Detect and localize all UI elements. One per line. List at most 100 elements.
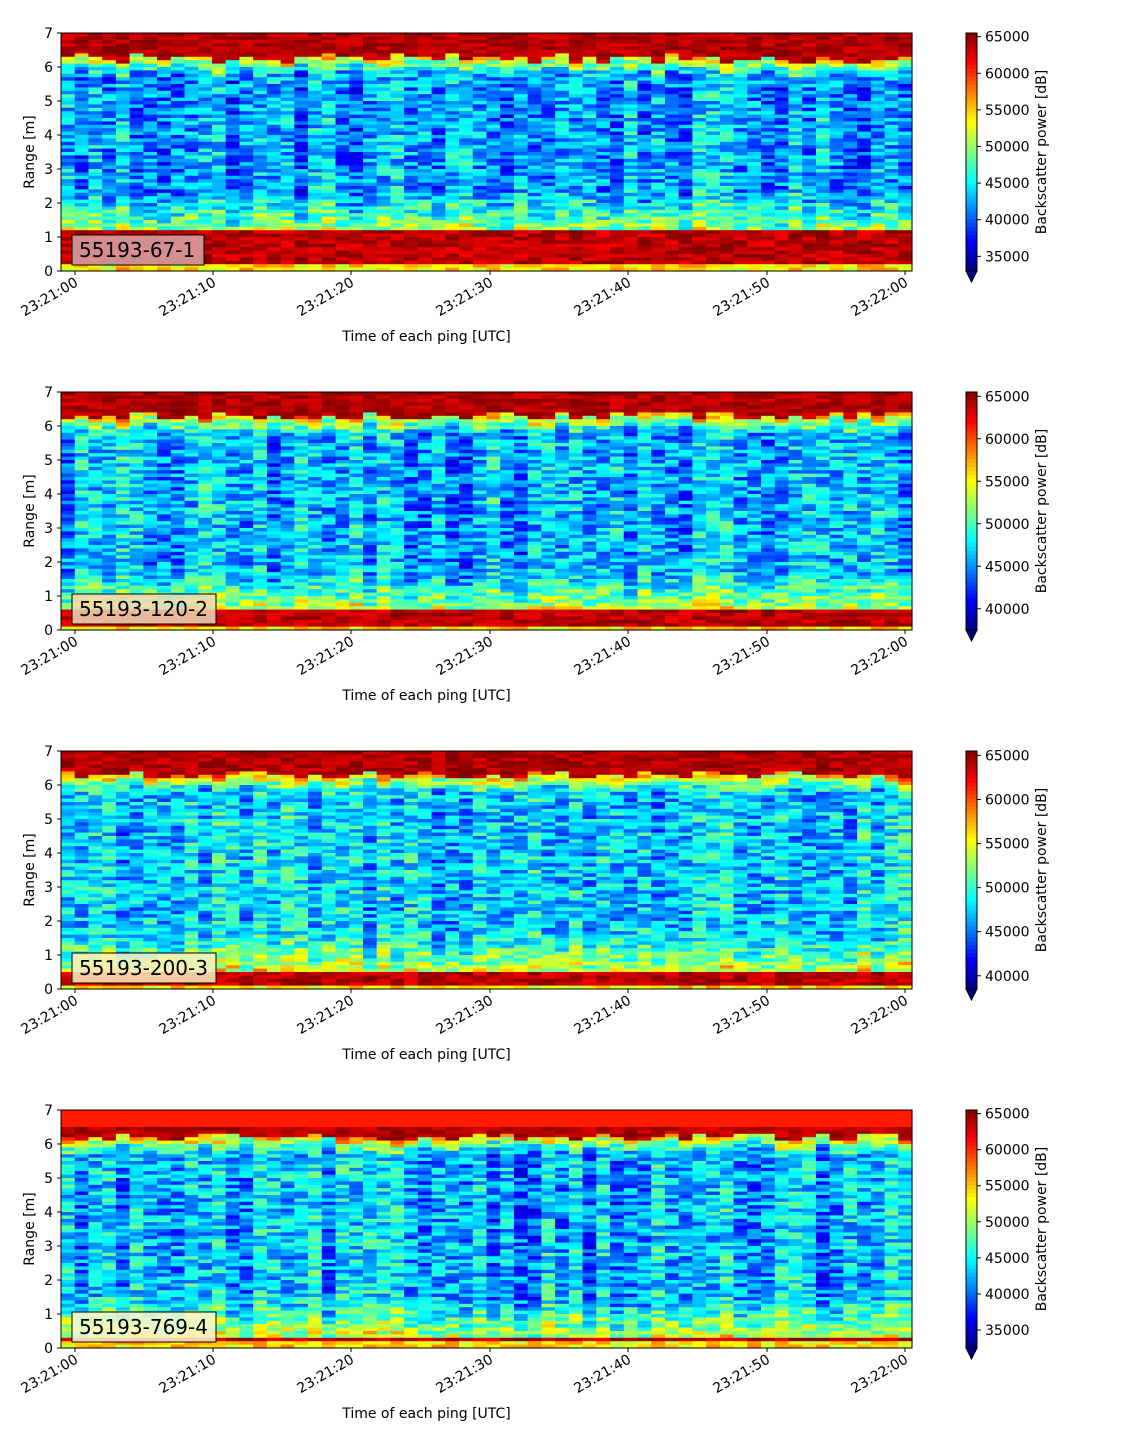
heatmap-cell [115, 230, 131, 235]
heatmap-cell [88, 33, 103, 37]
heatmap-cell [308, 264, 323, 269]
heatmap-cell [102, 39, 117, 44]
heatmap-cell [157, 145, 172, 150]
heatmap-cell [157, 87, 172, 92]
heatmap-cell [184, 118, 199, 122]
heatmap-cell [513, 135, 529, 139]
heatmap-cell [761, 145, 776, 150]
heatmap-cell [870, 179, 886, 184]
heatmap-cell [417, 70, 433, 75]
heatmap-cell [253, 118, 268, 122]
heatmap-cell [321, 260, 337, 265]
heatmap-cell [637, 237, 652, 241]
heatmap-cell [788, 158, 803, 163]
heatmap-cell [678, 77, 693, 82]
heatmap-cell [349, 131, 364, 136]
heatmap-cell [774, 250, 790, 255]
heatmap-cell [335, 84, 350, 88]
heatmap-cell [74, 534, 90, 539]
heatmap-cell [788, 70, 803, 75]
heatmap-cell [541, 33, 556, 37]
heatmap-cell [555, 39, 570, 44]
heatmap-cell [513, 152, 529, 156]
heatmap-cell [815, 152, 831, 156]
heatmap-cell [115, 534, 131, 539]
heatmap-cell [308, 203, 323, 207]
heatmap-cell [321, 209, 337, 214]
heatmap-cell [170, 203, 186, 207]
heatmap-cell [225, 237, 241, 241]
heatmap-cell [664, 73, 680, 78]
heatmap-cell [747, 131, 762, 136]
heatmap-cell [761, 118, 776, 122]
heatmap-cell [143, 483, 158, 488]
heatmap-cell [651, 145, 666, 150]
heatmap-cell [157, 213, 172, 218]
heatmap-cell [431, 189, 446, 194]
heatmap-cell [527, 43, 543, 48]
heatmap-cell [61, 90, 76, 95]
heatmap-cell [843, 264, 858, 269]
heatmap-cell [500, 155, 515, 160]
heatmap-cell [376, 155, 392, 160]
heatmap-cell [198, 138, 213, 143]
heatmap-cell [253, 107, 268, 112]
heatmap-cell [115, 158, 131, 163]
heatmap-cell [500, 124, 515, 129]
heatmap-cell [88, 565, 103, 570]
heatmap-cell [349, 73, 364, 78]
heatmap-cell [225, 53, 241, 58]
heatmap-cell [225, 203, 241, 207]
heatmap-cell [198, 84, 213, 88]
heatmap-cell [266, 226, 282, 231]
heatmap-cell [500, 158, 515, 163]
heatmap-cell [308, 141, 323, 146]
heatmap-cell [417, 203, 433, 207]
heatmap-cell [88, 426, 103, 430]
heatmap-cell [459, 165, 474, 170]
heatmap-cell [61, 514, 76, 519]
heatmap-cell [761, 128, 776, 133]
heatmap-cell [513, 216, 529, 221]
heatmap-cell [788, 101, 803, 105]
heatmap-cell [829, 213, 844, 218]
heatmap-cell [157, 46, 172, 51]
heatmap-cell [74, 487, 90, 492]
heatmap-cell [761, 186, 776, 190]
heatmap-cell [774, 209, 790, 214]
heatmap-cell [61, 613, 76, 617]
heatmap-cell [596, 240, 611, 245]
heatmap-cell [719, 237, 735, 241]
heatmap-cell [376, 97, 392, 102]
heatmap-cell [527, 148, 543, 153]
heatmap-cell [747, 77, 762, 82]
heatmap-cell [843, 257, 858, 262]
heatmap-cell [157, 77, 172, 82]
heatmap-cell [527, 179, 543, 184]
colorbar-segment [966, 84, 977, 90]
heatmap-cell [527, 155, 543, 160]
heatmap-cell [472, 257, 488, 262]
heatmap-cell [349, 226, 364, 231]
heatmap-cell [582, 226, 597, 231]
heatmap-cell [843, 206, 858, 211]
heatmap-cell [541, 257, 556, 262]
heatmap-cell [88, 511, 103, 515]
heatmap-cell [527, 77, 543, 82]
heatmap-cell [637, 169, 652, 173]
heatmap-cell [61, 402, 76, 407]
heatmap-cell [596, 152, 611, 156]
heatmap-cell [115, 104, 131, 109]
heatmap-cell [843, 254, 858, 258]
heatmap-cell [623, 264, 639, 269]
heatmap-cell [815, 267, 831, 272]
heatmap-cell [706, 230, 721, 235]
heatmap-cell [115, 497, 131, 502]
heatmap-cell [349, 237, 364, 241]
heatmap-cell [170, 145, 186, 150]
heatmap-cell [513, 267, 529, 272]
heatmap-cell [74, 405, 90, 410]
heatmap-cell [280, 50, 295, 54]
heatmap-cell [102, 67, 117, 71]
heatmap-cell [74, 33, 90, 37]
